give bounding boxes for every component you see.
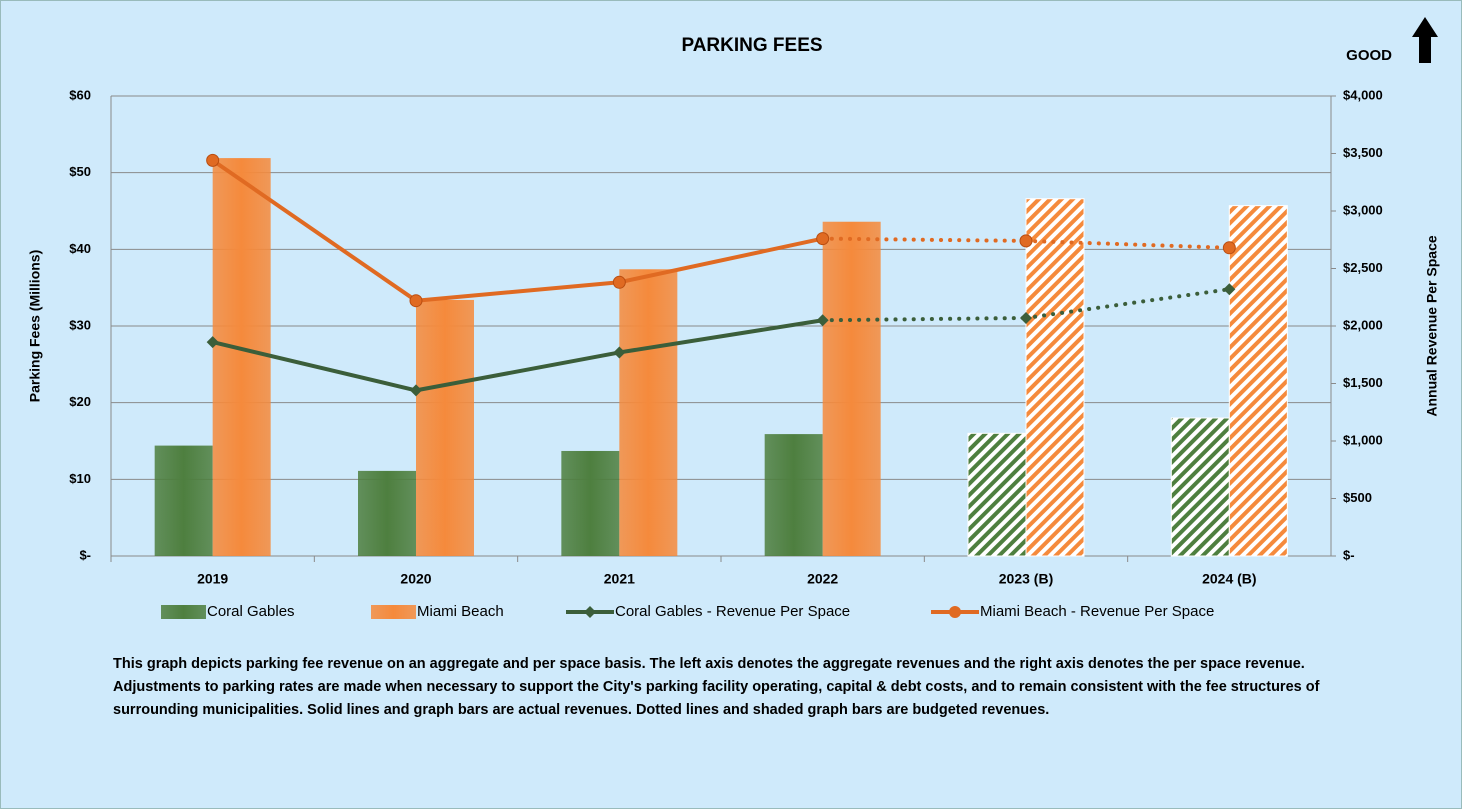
line-point [206,153,220,167]
line-segment [1024,238,1232,250]
y2-tick-label: $3,500 [1343,145,1383,160]
y2-tick-label: $2,000 [1343,317,1383,332]
x-tick-label: 2023 (B) [999,571,1053,587]
chart-title: PARKING FEES [681,35,822,56]
y2-tick-label: $3,000 [1343,202,1383,217]
y-tick-label: $20 [69,394,91,409]
bar [416,299,474,556]
legend-marker [949,606,961,618]
y-tick-label: $60 [69,87,91,102]
line-point [1020,311,1032,324]
y2-tick-label: $1,500 [1343,375,1383,390]
bar [561,450,620,556]
line-point [410,384,422,397]
legend-label: Coral Gables [207,603,295,620]
line-segment [210,340,418,393]
line-point [816,314,829,327]
legend-swatch [161,605,206,619]
y2-tick-label: $- [1343,547,1355,562]
y-tick-label: $10 [69,471,91,486]
line-segment [617,236,825,285]
line-segment [210,158,418,303]
legend-swatch [371,605,416,619]
legend-label: Miami Beach - Revenue Per Space [980,603,1214,620]
y-tick-label: $- [79,547,91,562]
good-arrow [1412,17,1438,63]
line-point [409,294,423,308]
y-tick-label: $40 [69,241,91,256]
y2-axis-title: Annual Revenue Per Space [1424,235,1440,417]
footnote: This graph depicts parking fee revenue o… [113,656,1320,718]
bar [967,432,1027,557]
x-tick-label: 2021 [604,571,635,587]
legend-label: Miami Beach [417,603,504,620]
bar [764,434,823,556]
line-segment [414,280,622,303]
legend-marker [584,606,596,618]
y2-tick-label: $500 [1343,490,1372,505]
line-point [1019,234,1033,248]
line-point [1223,283,1236,296]
y2-tick-label: $2,500 [1343,260,1383,275]
x-tick-label: 2019 [197,571,228,587]
line-segment [1024,287,1232,320]
bar [358,470,416,556]
y2-tick-label: $4,000 [1343,87,1383,102]
legend-label: Coral Gables - Revenue Per Space [615,603,850,620]
x-tick-label: 2020 [400,571,431,587]
bar [154,445,213,556]
line-point [816,232,830,246]
line-segment [820,236,1028,243]
bar [1228,205,1288,557]
line-point [612,275,626,289]
line-segment [414,350,622,393]
bar [1170,417,1230,557]
line-point [1222,241,1236,255]
line-point [613,346,626,359]
bar [822,221,881,556]
y2-tick-label: $1,000 [1343,432,1383,447]
x-tick-label: 2022 [807,571,838,587]
line-segment [820,315,1028,323]
x-tick-label: 2024 (B) [1202,571,1256,587]
badge: GOOD [1346,47,1392,64]
bar [1025,198,1085,557]
y-tick-label: $30 [69,317,91,332]
bar [212,158,271,556]
y-axis-title: Parking Fees (Millions) [27,250,43,402]
bar [619,269,678,556]
line-segment [617,318,825,355]
line-point [206,336,219,349]
y-tick-label: $50 [69,164,91,179]
